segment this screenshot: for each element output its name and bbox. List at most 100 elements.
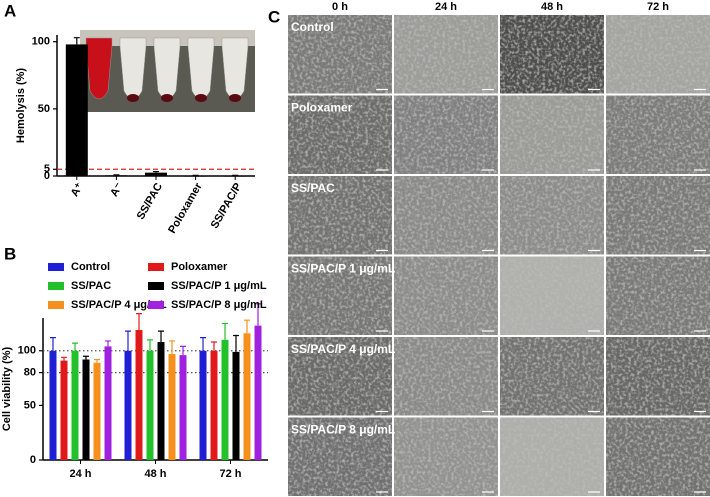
row-label: SS/PAC [291, 181, 335, 195]
error-bar [200, 337, 206, 351]
bar [124, 350, 132, 460]
bar [65, 44, 88, 177]
micrograph-texture [500, 15, 604, 94]
legend-label: SS/PAC/P 1 μg/mL [171, 280, 267, 292]
error-bar [153, 170, 159, 173]
error-bar [180, 345, 186, 356]
y-tick-label: 0 [44, 170, 50, 182]
bar [135, 330, 143, 460]
error-bar [244, 319, 250, 334]
row-label: Control [291, 20, 334, 34]
x-tick-label: 48 h [144, 468, 166, 480]
x-tick-label: Poloxamer [166, 180, 205, 235]
x-tick-label: A⁺ [69, 181, 86, 199]
error-bar [72, 342, 78, 351]
column-header: 0 h [332, 1, 348, 13]
x-tick-label: 72 h [219, 468, 241, 480]
legend-swatch [48, 301, 64, 309]
y-tick-label: 50 [24, 399, 36, 411]
y-tick-label: 50 [38, 103, 50, 115]
micrograph-texture [606, 15, 710, 94]
legend-swatch [48, 263, 64, 271]
bar [168, 354, 176, 460]
bar [157, 342, 165, 460]
bar [146, 350, 154, 460]
legend-label: SS/PAC/P 8 μg/mL [171, 299, 267, 311]
row-label: SS/PAC/P 1 μg/mL [291, 262, 395, 276]
micrograph-texture [500, 176, 604, 255]
row-label: SS/PAC/P 4 μg/mL [291, 342, 395, 356]
error-bar [147, 339, 153, 351]
micrograph-texture [500, 256, 604, 335]
bar [60, 360, 68, 460]
micrograph-texture [500, 95, 604, 174]
legend-label: SS/PAC [71, 280, 111, 292]
x-tick-label: 24 h [69, 468, 91, 480]
micrograph-texture [394, 256, 498, 335]
y-tick-label: 100 [18, 345, 36, 357]
legend-label: Poloxamer [171, 261, 228, 273]
bar [145, 172, 167, 176]
y-tick-label: 100 [32, 36, 50, 48]
bar [254, 325, 262, 460]
micrograph-texture [394, 95, 498, 174]
y-tick-label: 0 [30, 454, 36, 466]
error-bar [50, 337, 56, 351]
legend-swatch [148, 301, 164, 309]
bar [71, 350, 79, 460]
row-label: SS/PAC/P 8 μg/mL [291, 423, 395, 437]
micrograph-texture [606, 95, 710, 174]
y-axis-label: Cell viability (%) [1, 346, 13, 431]
error-bar [113, 174, 120, 176]
bar [105, 175, 128, 177]
x-tick-label: SS/PAC [135, 181, 165, 222]
x-tick-label: SS/PAC/P [209, 181, 245, 231]
micrograph-texture [394, 417, 498, 496]
error-bar [61, 356, 67, 361]
error-bar [136, 313, 142, 331]
bar [82, 359, 90, 460]
error-bar [105, 340, 111, 347]
legend-swatch [48, 282, 64, 290]
error-bar [158, 330, 164, 343]
bar [104, 346, 112, 460]
micrograph-texture [606, 256, 710, 335]
bar [93, 362, 101, 460]
error-bar [169, 340, 175, 355]
bar [221, 339, 229, 460]
micrograph-texture [606, 337, 710, 416]
bar [232, 351, 240, 460]
legend-swatch [148, 282, 164, 290]
error-bar [222, 322, 228, 340]
row-label: Poloxamer [291, 101, 353, 115]
micrograph-texture [500, 417, 604, 496]
panel-label: A [4, 1, 16, 20]
micrograph-texture [394, 15, 498, 94]
panel-label: B [4, 244, 16, 263]
panel-label: C [268, 7, 280, 26]
micrograph-texture [288, 95, 392, 174]
error-bar [83, 355, 89, 360]
x-tick-label: A⁻ [108, 181, 125, 199]
micrograph-texture [288, 256, 392, 335]
bar [49, 350, 57, 460]
error-bar [94, 358, 100, 363]
legend-label: SS/PAC/P 4 μg/mL [71, 299, 167, 311]
bar [199, 350, 207, 460]
error-bar [73, 37, 80, 45]
bar [243, 333, 251, 460]
micrograph-texture [288, 15, 392, 94]
micrograph-texture [288, 176, 392, 255]
column-header: 72 h [647, 1, 669, 13]
micrograph-texture [606, 176, 710, 255]
micrograph-texture [288, 337, 392, 416]
legend-swatch [148, 263, 164, 271]
legend-label: Control [71, 261, 110, 273]
column-header: 24 h [435, 1, 457, 13]
error-bar [125, 330, 131, 351]
y-tick-label: 80 [24, 367, 36, 379]
y-axis-label: Hemolysis (%) [15, 68, 27, 144]
error-bar [211, 341, 217, 351]
bar [179, 355, 187, 460]
